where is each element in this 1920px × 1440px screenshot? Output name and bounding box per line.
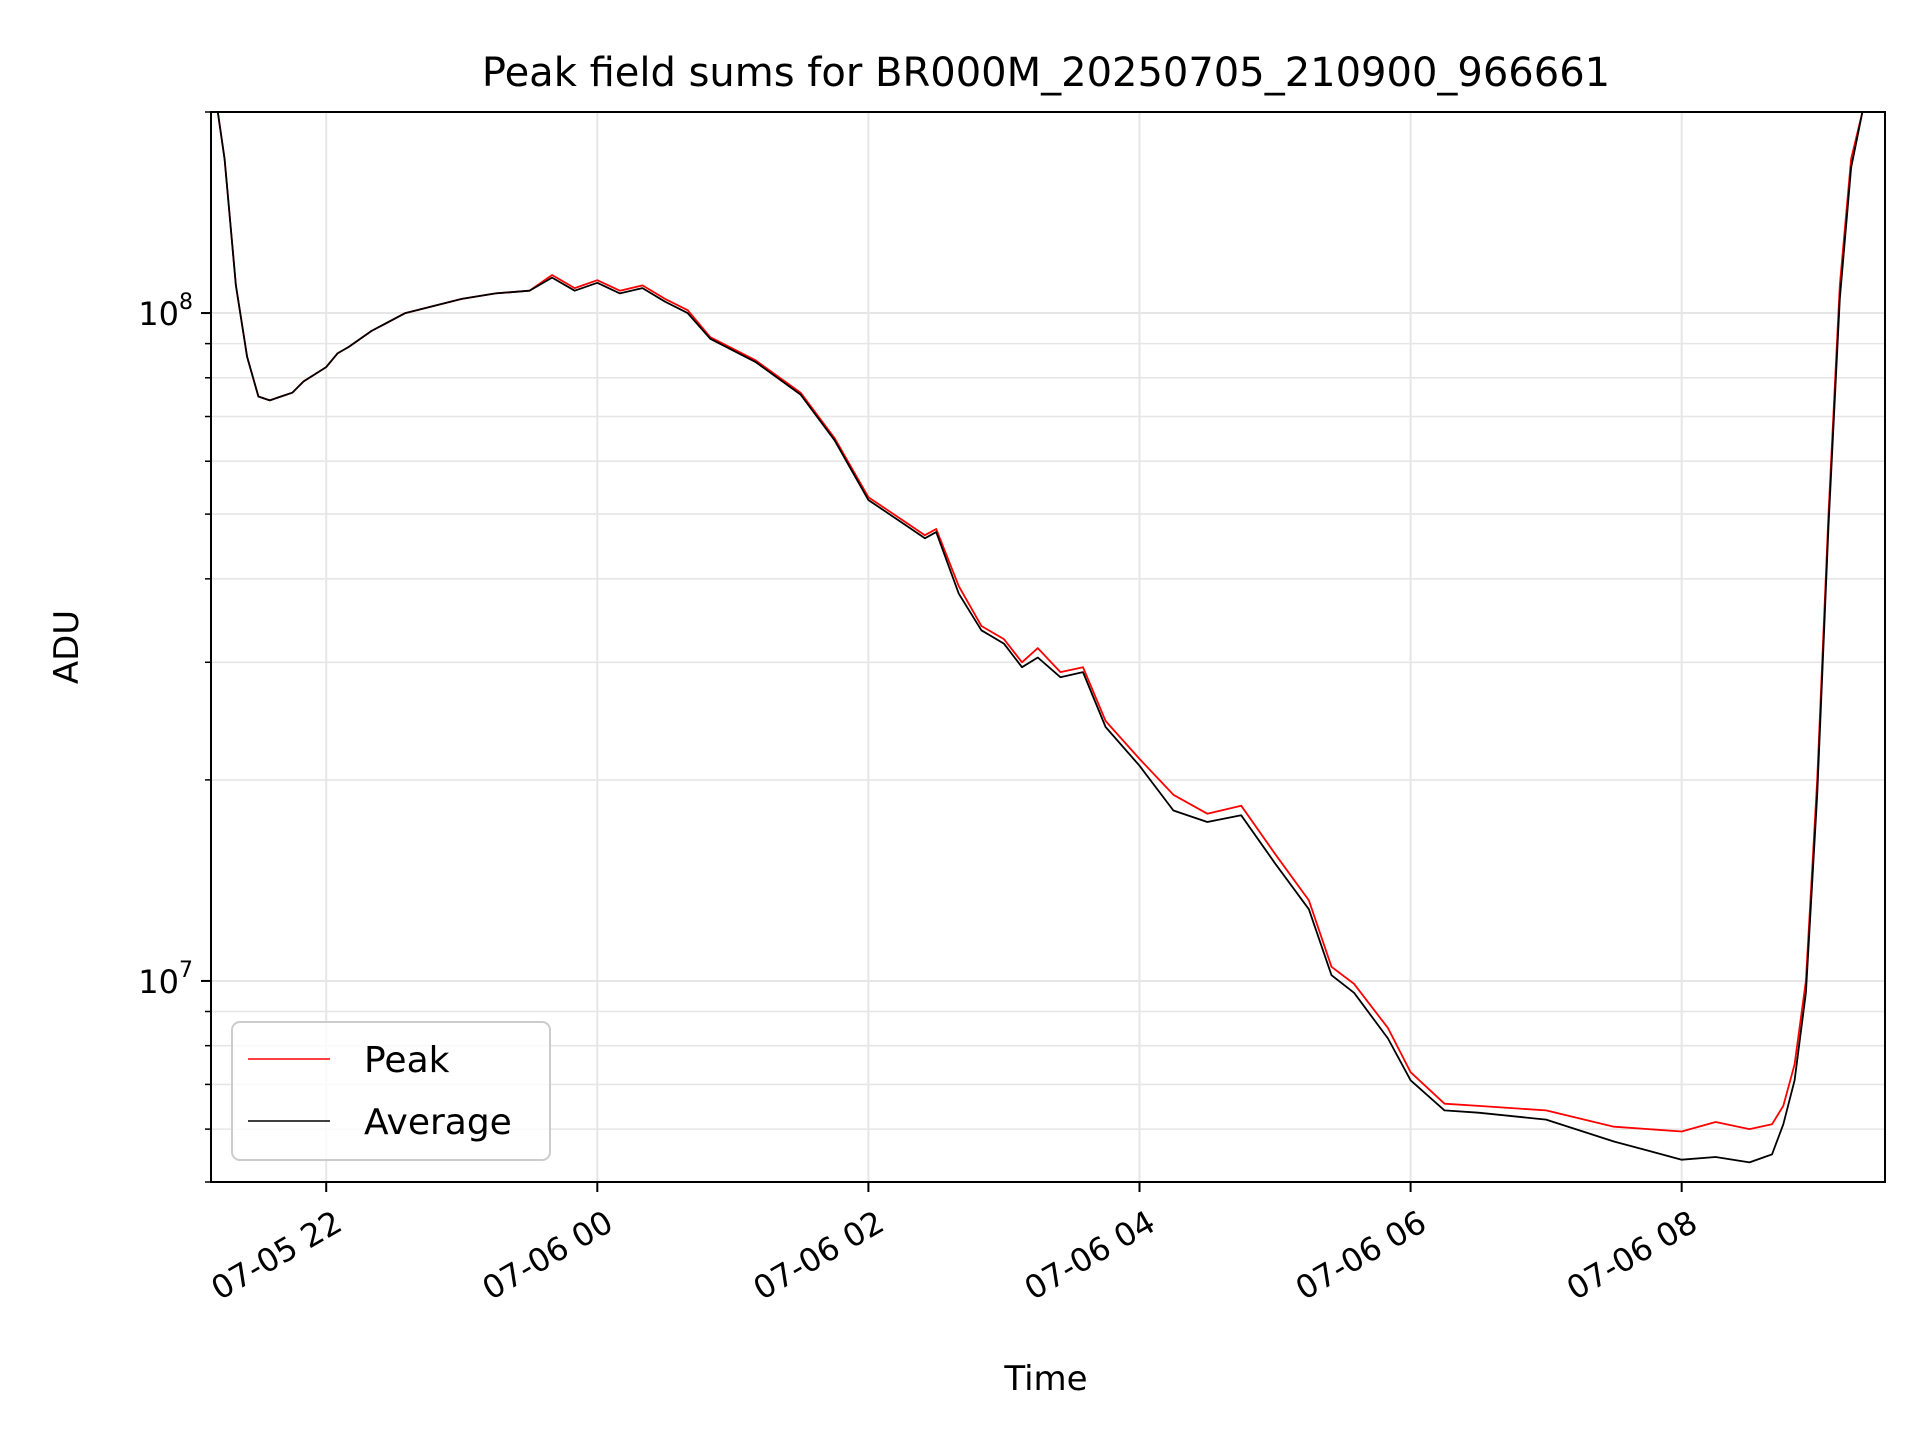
- legend-label-average: Average: [364, 1102, 512, 1143]
- legend: Peak Average: [231, 1021, 551, 1161]
- legend-label-peak: Peak: [364, 1040, 450, 1081]
- plot-frame: [210, 111, 1886, 1183]
- y-axis-label: ADU: [47, 610, 87, 684]
- y-axis: 107 108: [138, 111, 211, 1183]
- y-tick-label: 107: [138, 958, 193, 1001]
- series-line-average: [211, 112, 1874, 1164]
- y-tick-label: 108: [138, 290, 193, 333]
- series-group: [211, 112, 1874, 1164]
- grid: [211, 111, 1885, 1183]
- x-axis-label: Time: [1003, 1359, 1087, 1399]
- chart-title: Peak field sums for BR000M_20250705_2109…: [482, 50, 1610, 96]
- legend-box: [231, 1021, 551, 1161]
